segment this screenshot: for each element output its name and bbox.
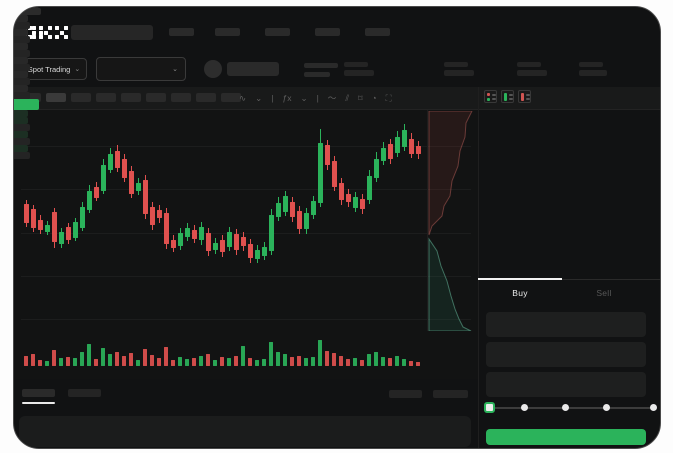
timeframe-button[interactable] <box>46 93 66 102</box>
buy-tab-underline <box>478 278 562 280</box>
orderbook-view-toggles <box>484 90 531 103</box>
candlestick-chart[interactable] <box>15 110 478 379</box>
bid-price-placeholder[interactable] <box>14 145 28 152</box>
ask-price-placeholder[interactable] <box>14 71 28 78</box>
bottom-tab-underline <box>22 402 55 404</box>
timeframe-button[interactable] <box>196 93 216 102</box>
ask-amount-placeholder <box>14 50 30 57</box>
nav-item-placeholder[interactable] <box>365 28 390 36</box>
timeframe-button[interactable] <box>171 93 191 102</box>
order-price-field[interactable] <box>486 312 646 337</box>
pair-name-placeholder <box>227 62 279 76</box>
timeframe-button[interactable] <box>146 93 166 102</box>
tab-sell[interactable]: Sell <box>596 288 612 298</box>
ask-price-placeholder[interactable] <box>14 29 28 36</box>
toolbar-divider: | <box>316 92 319 103</box>
chart-tool-icon[interactable]: ƒx <box>282 92 292 103</box>
nav-item-placeholder[interactable] <box>215 28 240 36</box>
orderbook-header-price <box>14 7 39 8</box>
buy-submit-button[interactable] <box>486 429 646 445</box>
timeframe-button[interactable] <box>96 93 116 102</box>
app-window: OKX Spot Trading <box>13 6 661 449</box>
price-block-placeholder <box>304 63 338 77</box>
timeframe-button[interactable] <box>121 93 141 102</box>
chart-tool-icon[interactable]: ◔ <box>371 92 377 103</box>
pair-selector[interactable]: ⌄ <box>96 57 186 81</box>
ask-price-placeholder[interactable] <box>14 15 28 22</box>
gridline <box>21 189 471 190</box>
ask-amount-placeholder <box>14 78 30 85</box>
chart-tool-icon[interactable]: ⫽ <box>345 92 350 103</box>
bottom-tab[interactable] <box>68 389 101 397</box>
chevron-down-icon: ⌄ <box>74 65 81 73</box>
chart-tool-icon[interactable]: ⌑ <box>358 92 363 103</box>
ask-price-placeholder[interactable] <box>14 43 28 50</box>
nav-item-placeholder[interactable] <box>315 28 340 36</box>
bottom-tab-active[interactable] <box>22 389 55 397</box>
logo-letter-k-icon <box>39 26 52 39</box>
order-book[interactable] <box>14 7 660 448</box>
order-amount-field[interactable] <box>486 342 646 367</box>
timeframe-button[interactable] <box>21 93 41 102</box>
bid-amount-placeholder <box>14 138 30 145</box>
market-type-label: Spot Trading <box>27 64 71 74</box>
chart-tool-icon[interactable]: ⌄ <box>255 92 263 103</box>
orderbook-asks-icon[interactable] <box>518 90 531 103</box>
gridline <box>21 276 471 277</box>
chart-tool-icon[interactable]: ⌄ <box>300 92 308 103</box>
bid-amount-placeholder <box>14 152 30 159</box>
ticker-stat <box>579 62 607 76</box>
last-price-badge <box>14 99 39 110</box>
bid-price-placeholder[interactable] <box>14 110 28 117</box>
chart-tools-row: ∿ ⌄ | ƒx ⌄ | 〜 ⫽ ⌑ ◔ ⛶ <box>239 89 392 107</box>
ask-amount-placeholder <box>14 92 30 99</box>
chevron-down-icon: ⌄ <box>172 65 178 73</box>
toolbar-divider: | <box>271 92 274 103</box>
ask-price-placeholder[interactable] <box>14 85 28 92</box>
amount-slider-track[interactable] <box>488 407 656 409</box>
ticker-stat <box>344 62 374 76</box>
bottom-link[interactable] <box>389 390 422 398</box>
orderbook-combined-icon[interactable] <box>484 90 497 103</box>
ask-amount-placeholder <box>14 22 30 29</box>
ticker-stat <box>444 62 474 76</box>
bottom-input-panel[interactable] <box>19 416 471 447</box>
ask-amount-placeholder <box>14 36 30 43</box>
gridline <box>21 233 471 234</box>
timeframe-row <box>21 93 241 102</box>
ask-amount-placeholder <box>14 64 30 71</box>
amount-slider-handle[interactable] <box>484 402 495 413</box>
ticker-stat <box>517 62 547 76</box>
bid-price-placeholder[interactable] <box>14 117 28 124</box>
logo-letter-x-icon <box>55 26 68 39</box>
nav-item-placeholder[interactable] <box>265 28 290 36</box>
bottom-link[interactable] <box>433 390 468 398</box>
chart-tool-icon[interactable]: 〜 <box>327 92 337 103</box>
gridline <box>21 146 471 147</box>
tab-buy[interactable]: Buy <box>512 288 528 298</box>
order-total-field[interactable] <box>486 372 646 397</box>
top-nav <box>169 28 390 36</box>
ask-price-placeholder[interactable] <box>14 57 28 64</box>
bid-price-placeholder[interactable] <box>14 131 28 138</box>
orderbook-bids-icon[interactable] <box>501 90 514 103</box>
coin-avatar <box>204 60 222 78</box>
chart-tool-icon[interactable]: ∿ <box>239 92 247 103</box>
nav-item-placeholder[interactable] <box>169 28 194 36</box>
bid-amount-placeholder <box>14 124 30 131</box>
toolbar-strip <box>15 87 660 109</box>
timeframe-button[interactable] <box>221 93 241 102</box>
timeframe-button[interactable] <box>71 93 91 102</box>
depth-overlay <box>428 111 473 331</box>
search-input[interactable] <box>71 25 153 40</box>
orderbook-header-amount <box>14 8 41 15</box>
chart-tool-icon[interactable]: ⛶ <box>385 92 392 103</box>
gridline <box>21 319 471 320</box>
